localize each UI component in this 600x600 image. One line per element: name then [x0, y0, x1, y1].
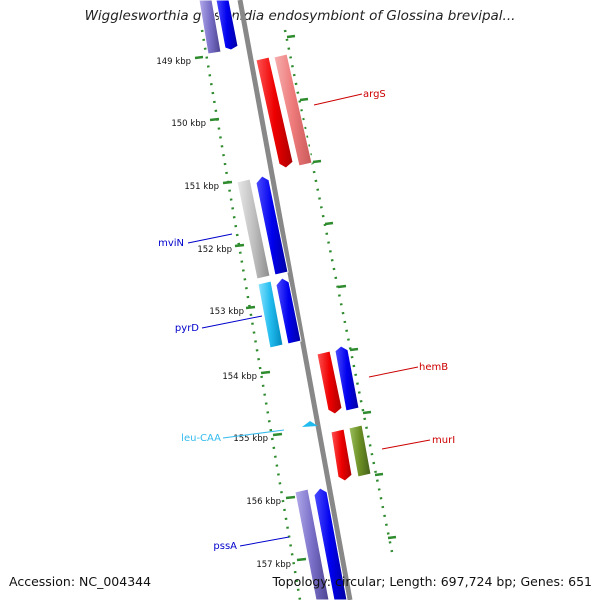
trna-leu-CAA[interactable] [302, 421, 318, 427]
leader-mviN [187, 233, 233, 244]
kbp-label: 157 kbp [256, 560, 291, 570]
gene-label-hemB[interactable]: hemB [419, 362, 448, 373]
gene-label-argS[interactable]: argS [363, 89, 386, 100]
kbp-label: 150 kbp [171, 119, 206, 129]
gene-purple-top[interactable] [198, 0, 222, 55]
genome-backbone [237, 0, 353, 600]
kbp-label: 154 kbp [222, 372, 257, 382]
kbp-label: 151 kbp [184, 182, 219, 192]
kbp-label: 153 kbp [209, 307, 244, 317]
leader-argS [313, 93, 363, 106]
accession-text: Accession: NC_004344 [9, 574, 152, 589]
gene-argS-pair[interactable] [273, 53, 313, 167]
gene-pyrD[interactable] [275, 277, 302, 345]
kbp-label: 155 kbp [233, 434, 268, 444]
genome-summary-text: Topology: circular; Length: 697,724 bp; … [272, 574, 593, 589]
gene-blue-top[interactable] [215, 0, 239, 51]
gene-hemB-blue[interactable] [334, 345, 360, 412]
page-title: Wigglesworthia glossinidia endosymbiont … [84, 8, 516, 24]
gene-hemB[interactable] [316, 350, 343, 415]
kbp-label: 156 kbp [246, 497, 281, 507]
gene-label-pssA[interactable]: pssA [213, 541, 237, 552]
gene-label-pyrD[interactable]: pyrD [175, 323, 199, 334]
gene-pssA[interactable] [313, 487, 348, 600]
gene-pyrD-cyan[interactable] [257, 280, 284, 349]
gene-argS[interactable] [255, 56, 294, 169]
leader-hemB [368, 366, 419, 378]
major-ticks [194, 34, 397, 562]
gene-mviN[interactable] [255, 175, 289, 276]
scale-track-left [200, 29, 302, 600]
gene-mviN-gray[interactable] [236, 178, 271, 280]
leader-murI [381, 439, 431, 450]
gene-murI[interactable] [330, 428, 353, 482]
gene-label-mviN[interactable]: mviN [158, 238, 184, 249]
kbp-label: 149 kbp [156, 57, 191, 67]
leader-pssA [239, 536, 290, 547]
gene-murI-olive[interactable] [348, 424, 372, 478]
gene-label-leu-CAA[interactable]: leu-CAA [181, 433, 221, 444]
kbp-label: 152 kbp [197, 245, 232, 255]
leader-pyrD [201, 315, 263, 329]
gene-label-murI[interactable]: murI [432, 435, 455, 446]
gene-pssA-purple[interactable] [294, 488, 330, 600]
leader-leu-CAA [222, 429, 285, 439]
